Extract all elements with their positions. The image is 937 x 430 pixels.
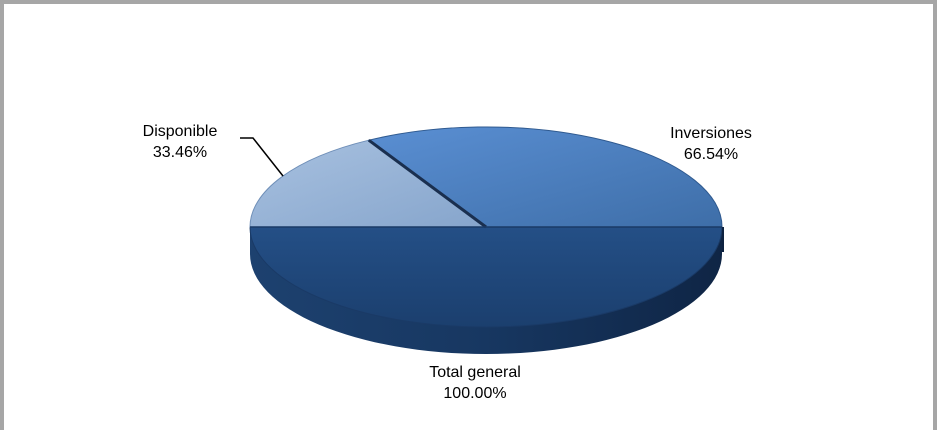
slice-label-total-general: Total general 100.00%: [400, 362, 550, 404]
slice-name-inversiones: Inversiones: [670, 125, 752, 142]
slice-label-disponible: Disponible 33.46%: [120, 121, 240, 163]
slice-value-inversiones: 66.54%: [683, 146, 739, 163]
pie-slice-inversiones: [367, 126, 723, 228]
slice-value-disponible: 33.46%: [152, 144, 208, 161]
leader-line-disponible: [240, 137, 284, 177]
slice-name-total-general: Total general: [429, 364, 521, 381]
pie-side-wall: [250, 227, 722, 354]
pie-slice-total-general: [249, 226, 723, 328]
slice-value-total-general: 100.00%: [443, 385, 507, 402]
slice-name-disponible: Disponible: [142, 123, 218, 140]
slice-divider: [367, 138, 487, 229]
pie-slice-disponible: [249, 139, 488, 228]
slice-label-inversiones: Inversiones 66.54%: [646, 123, 776, 165]
